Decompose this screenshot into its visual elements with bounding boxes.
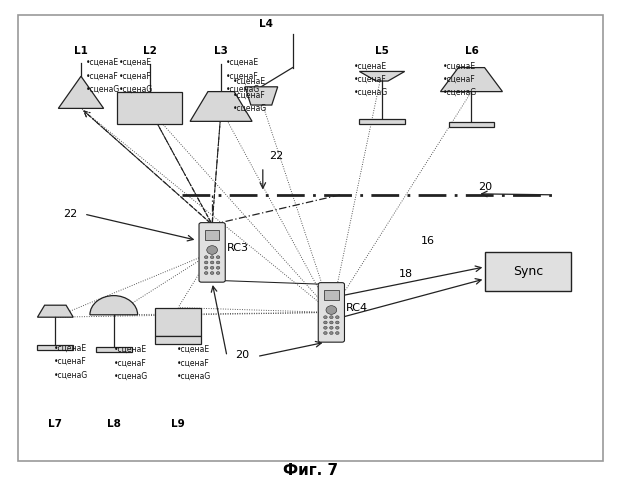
Text: RC3: RC3	[227, 242, 249, 252]
Text: Sync: Sync	[513, 265, 543, 278]
Circle shape	[335, 316, 339, 318]
Text: 22: 22	[63, 209, 78, 219]
Text: •сценаG: •сценаG	[353, 88, 388, 97]
Circle shape	[211, 266, 214, 269]
Text: L7: L7	[48, 418, 62, 428]
Circle shape	[335, 332, 339, 334]
Text: •сценаF: •сценаF	[443, 75, 476, 84]
Text: •сценаG: •сценаG	[233, 104, 267, 113]
Bar	[96, 348, 132, 352]
Text: •сценаG: •сценаG	[114, 372, 148, 381]
Text: •сценаE: •сценаE	[119, 58, 152, 67]
Polygon shape	[440, 68, 502, 92]
Text: •сценаF: •сценаF	[226, 72, 258, 80]
Text: •сценаE: •сценаE	[226, 58, 259, 67]
Text: •сценаF: •сценаF	[233, 90, 266, 100]
Text: L3: L3	[214, 46, 228, 56]
Text: •сценаG: •сценаG	[226, 85, 260, 94]
Circle shape	[335, 326, 339, 329]
Bar	[485, 252, 571, 291]
Circle shape	[216, 266, 220, 269]
Circle shape	[204, 266, 208, 269]
Circle shape	[211, 272, 214, 274]
Text: •сценаG: •сценаG	[119, 85, 153, 94]
Text: L8: L8	[107, 418, 120, 428]
Text: •сценаG: •сценаG	[443, 88, 477, 97]
Circle shape	[211, 261, 214, 264]
Wedge shape	[90, 296, 138, 315]
Circle shape	[330, 332, 333, 334]
Text: •сценаG: •сценаG	[177, 372, 211, 381]
Text: •сценаF: •сценаF	[54, 357, 87, 366]
Text: •сценаE: •сценаE	[353, 62, 386, 70]
Text: 20: 20	[479, 182, 492, 192]
Circle shape	[216, 256, 220, 258]
Circle shape	[330, 316, 333, 318]
Circle shape	[216, 272, 220, 274]
Circle shape	[335, 321, 339, 324]
Circle shape	[326, 306, 337, 314]
Polygon shape	[190, 92, 252, 122]
Text: •сценаE: •сценаE	[114, 345, 147, 354]
Bar	[117, 92, 183, 124]
FancyBboxPatch shape	[318, 282, 345, 342]
Text: L4: L4	[259, 19, 273, 29]
Text: 16: 16	[421, 236, 435, 246]
Text: L6: L6	[465, 46, 478, 56]
Circle shape	[211, 256, 214, 258]
Text: •сценаF: •сценаF	[86, 72, 119, 80]
Text: L1: L1	[74, 46, 88, 56]
Text: L9: L9	[171, 418, 185, 428]
Text: •сценаE: •сценаE	[443, 62, 476, 70]
Bar	[155, 336, 201, 344]
Text: •сценаF: •сценаF	[119, 72, 152, 80]
Text: •сценаE: •сценаE	[233, 77, 266, 86]
Polygon shape	[245, 87, 278, 105]
Circle shape	[324, 316, 327, 318]
Bar	[205, 230, 219, 240]
Text: •сценаE: •сценаE	[54, 344, 88, 352]
FancyBboxPatch shape	[199, 222, 225, 282]
Text: •сценаG: •сценаG	[54, 370, 88, 380]
Text: 18: 18	[399, 269, 413, 279]
Text: 22: 22	[269, 151, 283, 161]
Polygon shape	[58, 76, 104, 108]
Bar	[155, 308, 201, 336]
Text: •сценаF: •сценаF	[114, 358, 147, 368]
Text: L2: L2	[143, 46, 156, 56]
Circle shape	[207, 246, 217, 254]
Text: 20: 20	[235, 350, 249, 360]
Text: •сценаF: •сценаF	[177, 358, 210, 368]
Circle shape	[330, 326, 333, 329]
Bar	[360, 120, 405, 124]
Circle shape	[204, 272, 208, 274]
Polygon shape	[37, 305, 73, 317]
Circle shape	[324, 332, 327, 334]
Text: •сценаG: •сценаG	[86, 85, 120, 94]
Bar	[324, 290, 338, 300]
Circle shape	[216, 261, 220, 264]
Text: Фиг. 7: Фиг. 7	[283, 463, 338, 478]
Circle shape	[204, 261, 208, 264]
Circle shape	[204, 256, 208, 258]
Text: •сценаE: •сценаE	[86, 58, 119, 67]
Text: •сценаF: •сценаF	[353, 75, 386, 84]
Circle shape	[324, 326, 327, 329]
Polygon shape	[360, 72, 405, 81]
Text: RC4: RC4	[347, 302, 368, 312]
Bar	[449, 122, 494, 126]
Circle shape	[330, 321, 333, 324]
Text: L5: L5	[375, 46, 389, 56]
Text: •сценаE: •сценаE	[177, 345, 210, 354]
Circle shape	[324, 321, 327, 324]
Bar	[37, 345, 73, 350]
